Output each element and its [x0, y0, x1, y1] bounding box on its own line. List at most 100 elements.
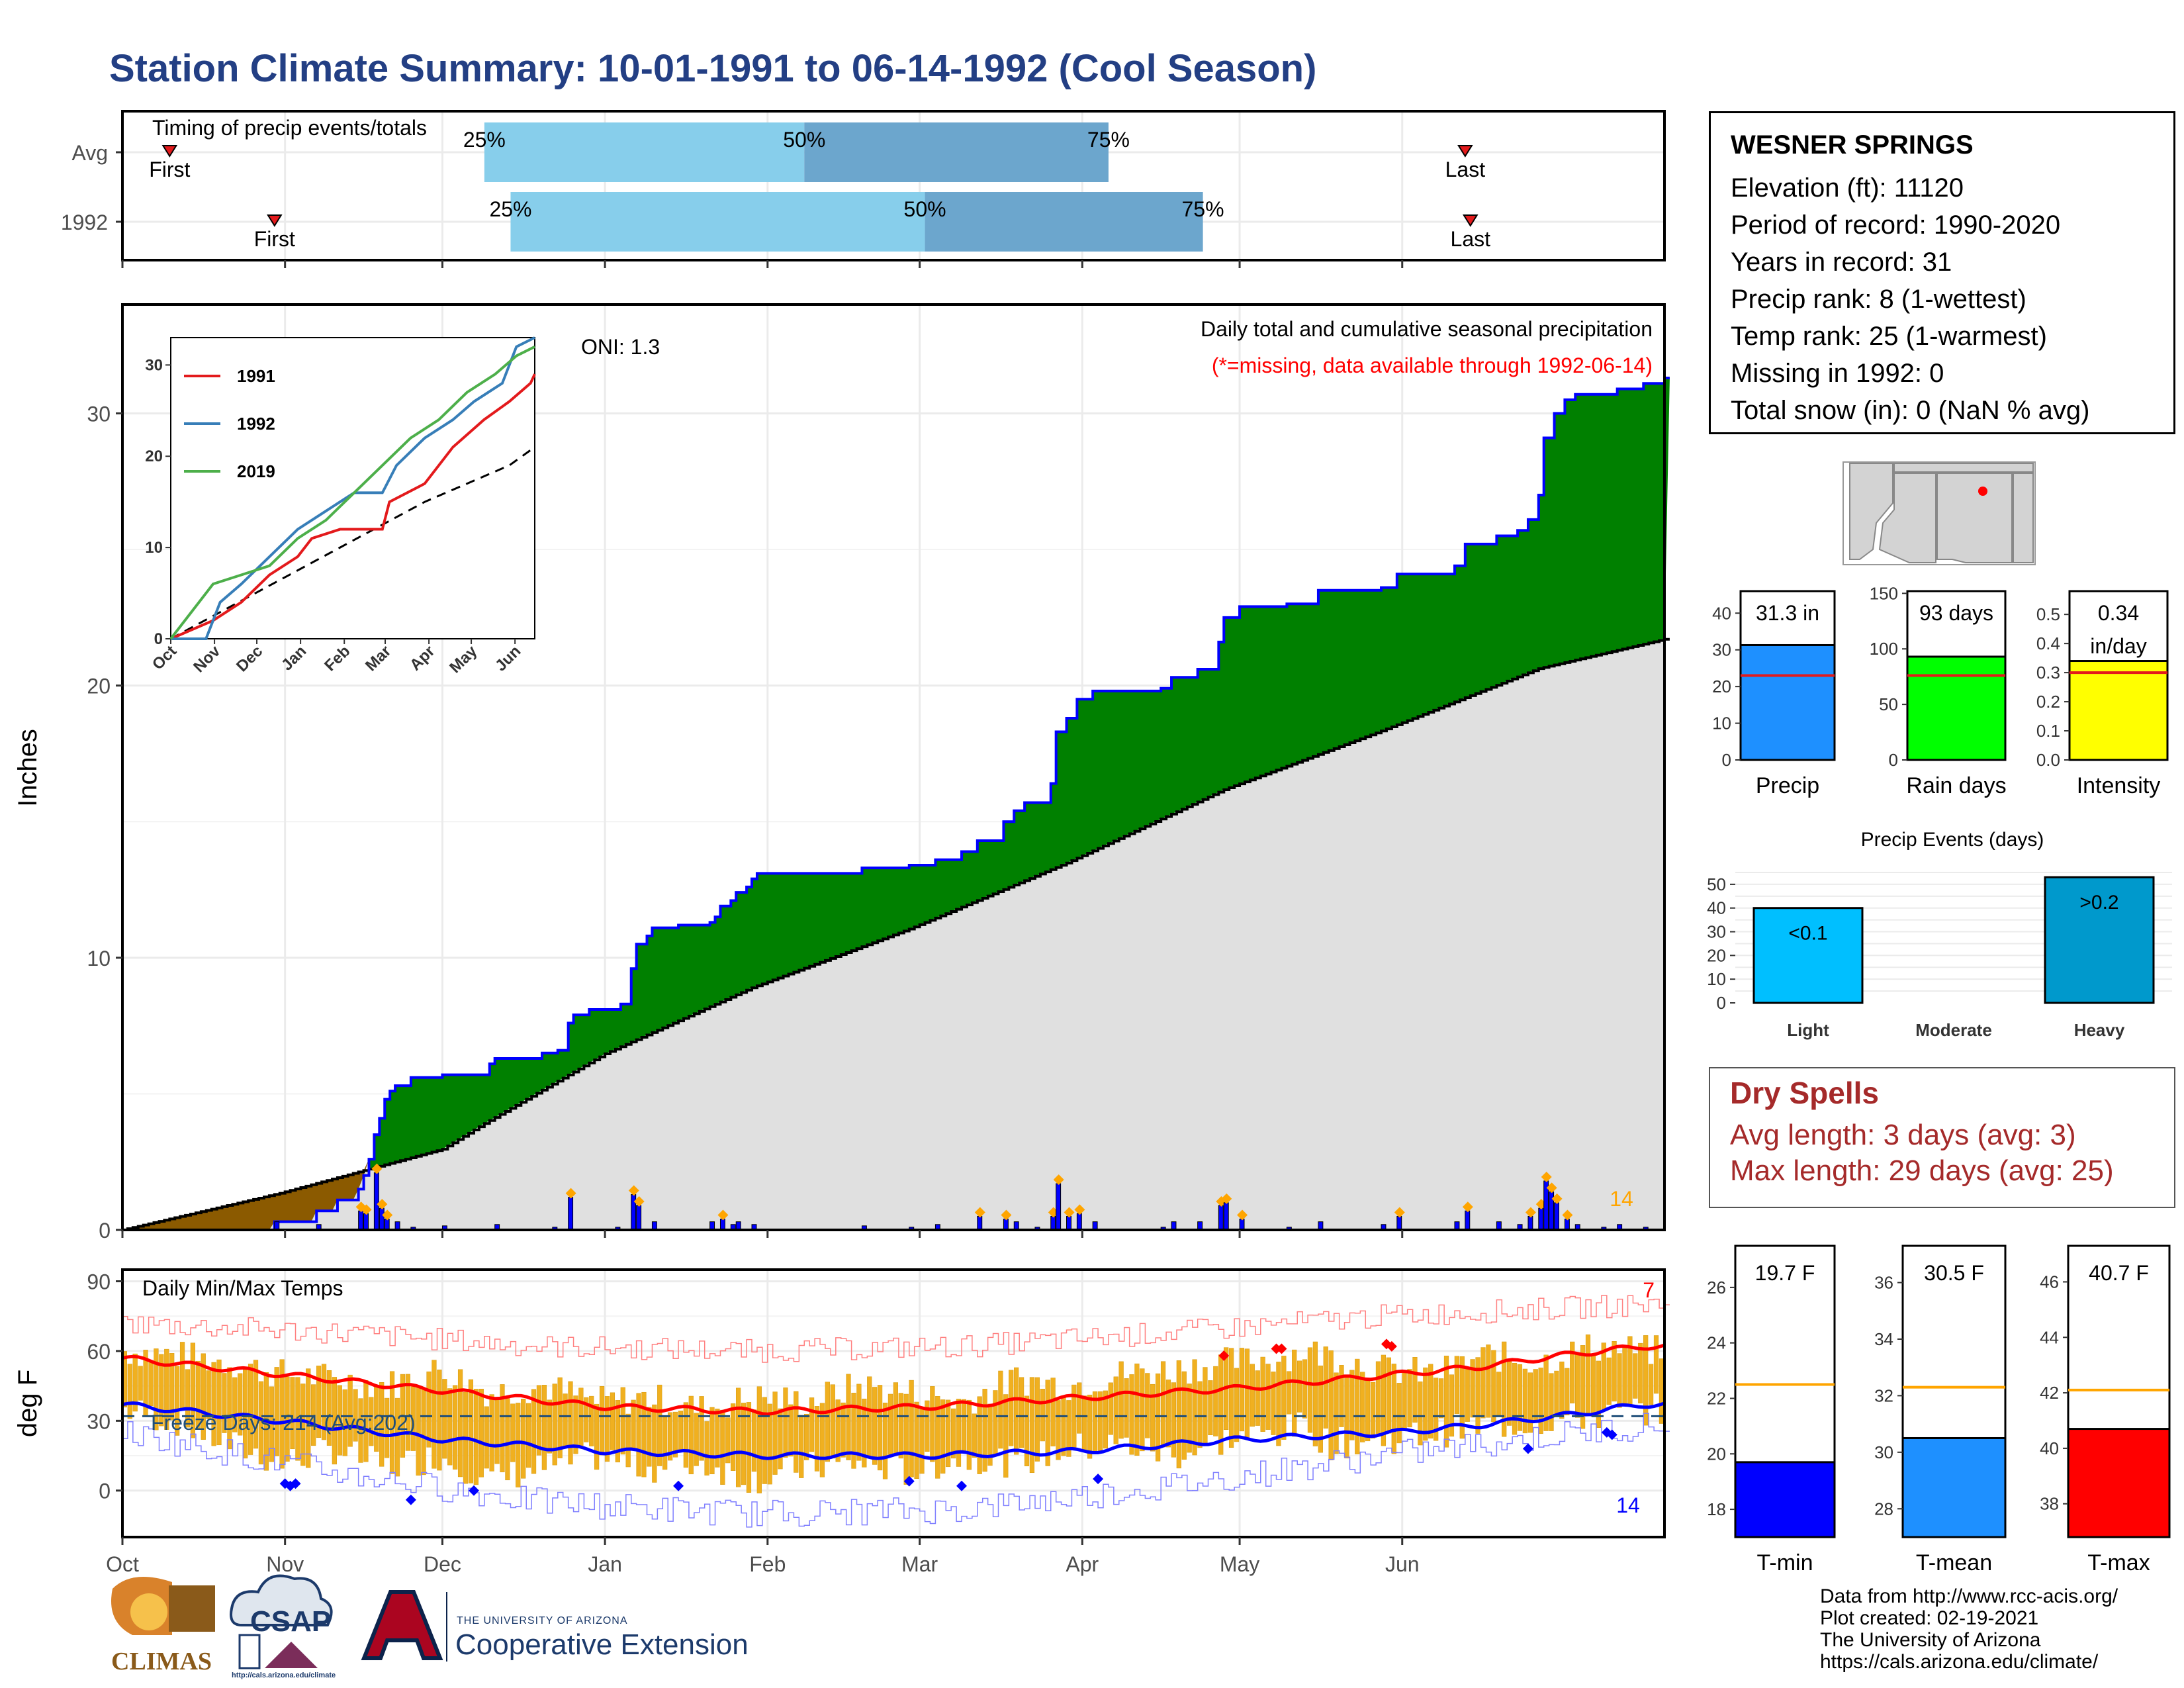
daily-temp-bar — [557, 1377, 563, 1458]
daily-temp-bar — [1543, 1354, 1549, 1431]
inset-y-tick-label: 0 — [154, 630, 163, 648]
inset-y-tick-label: 30 — [145, 356, 163, 374]
map-texas — [2013, 473, 2034, 563]
temp-summary-tick-label: 42 — [2040, 1383, 2059, 1403]
inset-series-line — [170, 373, 536, 640]
precip-summary-bars: 0 10 20 30 40 31.3 in Precip 0 50 100 150 93 days Ra… — [1712, 583, 2169, 798]
daily-temp-bar — [1024, 1395, 1030, 1466]
daily-temp-bar — [1407, 1369, 1412, 1428]
daily-precip-marker — [717, 1209, 729, 1221]
daily-temp-bar — [799, 1415, 804, 1478]
record-min-line — [122, 1413, 1670, 1528]
precip-y-tick-label: 30 — [87, 402, 111, 426]
temp-summary-value-label: 19.7 F — [1755, 1261, 1815, 1285]
daily-temp-bar — [893, 1382, 898, 1456]
daily-temp-bar — [1176, 1360, 1181, 1469]
daily-temp-bar — [699, 1396, 704, 1461]
daily-temp-bar — [584, 1397, 589, 1442]
daily-temp-bar — [1360, 1372, 1365, 1442]
daily-temp-bar — [914, 1401, 919, 1479]
daily-temp-bar — [1271, 1372, 1276, 1435]
events-category-label: Heavy — [2074, 1020, 2125, 1040]
climas-logo-text: CLIMAS — [111, 1648, 212, 1675]
daily-temp-bar — [342, 1389, 347, 1456]
last-event-marker — [1462, 214, 1479, 227]
timing-label-50: 50% — [783, 128, 825, 152]
daily-temp-bar — [1418, 1382, 1423, 1446]
daily-temp-bar — [715, 1409, 720, 1468]
daily-temp-bar — [405, 1374, 410, 1451]
daily-temp-bar — [841, 1402, 846, 1458]
daily-temp-bar — [1129, 1374, 1134, 1455]
inset-y-tick-label: 10 — [145, 539, 163, 557]
last-event-marker — [1457, 145, 1473, 158]
month-tick-label: Jun — [1385, 1552, 1420, 1576]
events-y-tick-label: 10 — [1707, 969, 1726, 989]
daily-temp-bar — [935, 1395, 940, 1479]
daily-temp-bar — [531, 1389, 537, 1474]
daily-precip-marker — [377, 1199, 388, 1210]
daily-temp-bar — [1019, 1377, 1024, 1448]
temp-summary-tick-label: 38 — [2040, 1494, 2059, 1514]
daily-temp-bar — [1643, 1335, 1649, 1426]
daily-temp-bar — [316, 1366, 322, 1438]
daily-temp-bar — [1003, 1394, 1009, 1478]
timing-bar-50-75 — [925, 192, 1203, 252]
daily-temp-bar — [1517, 1364, 1523, 1431]
daily-temp-bar — [1559, 1361, 1565, 1419]
daily-temp-bar — [1533, 1369, 1538, 1422]
daily-temp-bar — [311, 1384, 316, 1446]
daily-temp-bar — [877, 1385, 883, 1471]
daily-precip-bar — [1066, 1215, 1071, 1231]
daily-temp-bar — [946, 1399, 951, 1468]
daily-temp-bar — [1506, 1359, 1512, 1426]
timing-title: Timing of precip events/totals — [152, 116, 427, 140]
daily-temp-bar — [1287, 1371, 1292, 1415]
summary-bar-tick-label: 0.0 — [2036, 750, 2060, 770]
daily-precip-marker — [1394, 1207, 1405, 1218]
daily-temp-bar — [1449, 1374, 1455, 1437]
first-event-label: First — [254, 227, 295, 251]
daily-temp-bar — [253, 1360, 259, 1449]
daily-temp-bar — [1396, 1383, 1402, 1444]
csap-bars-icon — [238, 1634, 261, 1669]
daily-precip-bar — [1056, 1183, 1062, 1231]
temp-summary-tick-label: 20 — [1707, 1444, 1726, 1464]
daily-temp-bar — [1244, 1348, 1250, 1440]
events-y-tick-label: 0 — [1717, 993, 1726, 1013]
daily-temp-bar — [568, 1381, 573, 1465]
daily-temp-bar — [159, 1354, 164, 1427]
daily-temp-bar — [385, 1397, 390, 1458]
daily-temp-bar — [903, 1393, 909, 1485]
events-y-tick-label: 40 — [1707, 898, 1726, 918]
daily-temp-bar — [993, 1390, 998, 1455]
daily-temp-bar — [961, 1399, 967, 1451]
daily-temp-bar — [1554, 1370, 1559, 1417]
daily-precip-marker — [1053, 1174, 1064, 1186]
daily-temp-bar — [1512, 1362, 1518, 1435]
daily-temp-bar — [657, 1384, 662, 1466]
daily-temp-bar — [1150, 1383, 1156, 1452]
daily-temp-bar — [1134, 1363, 1140, 1456]
month-tick-label: Feb — [749, 1552, 786, 1576]
daily-temp-bar — [814, 1406, 820, 1472]
dry-spells-avg: Avg length: 3 days (avg: 3) — [1730, 1119, 2076, 1151]
inset-series-line — [169, 345, 535, 640]
temp-summary-bars: 18 20 22 24 26 19.7 F T-min 28 30 32 34 36 30.5 F T-m… — [1707, 1244, 2171, 1575]
summary-bar-tick-label: 0 — [1889, 750, 1898, 770]
daily-temp-bar — [940, 1399, 946, 1474]
daily-temp-bar — [956, 1399, 962, 1467]
daily-precip-marker — [371, 1163, 383, 1174]
events-bar — [2044, 876, 2155, 1004]
summary-bar-tick-label: 50 — [1879, 694, 1898, 714]
temp-panel-label: Daily Min/Max Temps — [142, 1276, 343, 1300]
month-tick-label: Dec — [424, 1552, 461, 1576]
daily-temp-bar — [751, 1409, 757, 1472]
daily-temp-bar — [1491, 1350, 1496, 1423]
daily-temp-bar — [1228, 1348, 1234, 1448]
daily-precip-bar — [1003, 1219, 1009, 1231]
daily-temp-bar — [688, 1395, 694, 1475]
daily-temp-bar — [862, 1398, 867, 1468]
daily-temp-bar — [1082, 1395, 1087, 1452]
